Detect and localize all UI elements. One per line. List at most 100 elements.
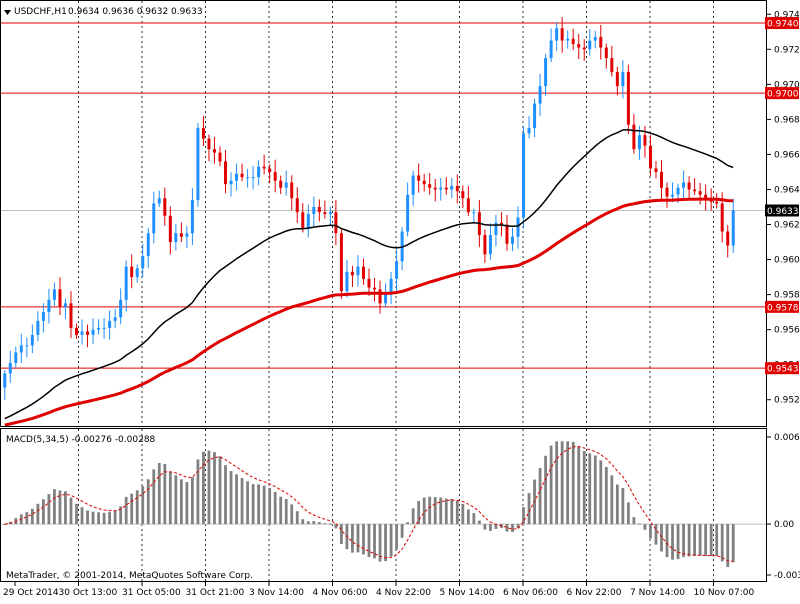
macd-y-tick-label: 0.00629 (774, 433, 800, 443)
macd-bar (168, 471, 172, 525)
macd-bar (317, 522, 321, 525)
candle (312, 196, 316, 227)
macd-bar (312, 521, 316, 525)
candle (433, 178, 437, 202)
y-tick-label: 0.9665 (774, 150, 800, 160)
candle (604, 43, 608, 69)
candle (179, 222, 183, 243)
candle-body (571, 38, 575, 45)
current-price-label: 0.9633 (767, 207, 799, 217)
candle (328, 206, 332, 225)
candle-body (58, 289, 62, 307)
candle (25, 337, 29, 358)
candle (229, 172, 233, 197)
candle (91, 318, 95, 344)
macd-bar (119, 506, 123, 525)
macd-bar (522, 507, 525, 525)
candle (582, 39, 586, 61)
candle-body (124, 266, 128, 300)
candle (450, 178, 454, 199)
y-tick-label: 0.9705 (774, 80, 800, 90)
candle-body (185, 233, 189, 237)
candle-body (295, 198, 299, 213)
macd-bar (213, 452, 216, 525)
macd-bar (610, 475, 614, 525)
candle (527, 116, 531, 139)
candle-body (698, 191, 702, 195)
macd-bar (113, 510, 117, 525)
macd-bar (328, 523, 332, 525)
candle-body (179, 233, 183, 237)
candle (119, 288, 123, 325)
candle-body (119, 299, 123, 318)
candle-body (19, 345, 23, 353)
ma-slow-line (4, 197, 734, 427)
candle (97, 319, 101, 335)
candle (367, 268, 371, 296)
macd-bar (235, 474, 238, 525)
candle-body (69, 303, 73, 328)
candle (472, 208, 476, 223)
candle (295, 187, 299, 223)
level-price-tag (765, 300, 799, 313)
candle (306, 204, 310, 238)
candle-body (174, 233, 178, 243)
candle-body (715, 201, 719, 204)
macd-bar (682, 524, 685, 557)
candle-body (190, 199, 194, 234)
macd-bar (224, 465, 227, 525)
macd-bar (709, 524, 713, 556)
macd-bar (483, 524, 487, 530)
macd-bar (152, 469, 156, 525)
candle (654, 161, 658, 179)
macd-bar (373, 524, 376, 559)
macd-bar (455, 500, 459, 525)
candle-body (157, 198, 161, 204)
candle-body (201, 128, 205, 139)
candle-body (367, 278, 371, 288)
candle-body (461, 191, 465, 199)
candle-body (593, 37, 597, 41)
candle (246, 168, 250, 188)
macd-bar (477, 520, 481, 525)
candle-body (163, 198, 167, 216)
candle (494, 215, 498, 247)
macd-bar (284, 499, 288, 525)
candle (499, 212, 503, 237)
candle-body (14, 352, 18, 363)
macd-bar (676, 524, 680, 560)
candle-body (604, 47, 608, 59)
candle-body (455, 185, 459, 192)
candle-body (235, 173, 239, 181)
candle-body (682, 182, 686, 188)
x-tick-label: 31 Oct 21:00 (186, 588, 245, 598)
macd-bar (621, 487, 625, 525)
candle-body (130, 266, 134, 278)
y-tick-label: 0.9565 (774, 326, 800, 336)
candle-body (108, 320, 112, 328)
candle-body (345, 271, 349, 292)
chevron-down-icon[interactable] (4, 10, 11, 15)
candle (317, 199, 321, 222)
y-tick-label: 0.9525 (774, 396, 800, 406)
candle-body (510, 236, 514, 244)
candle-body (566, 38, 570, 41)
candle-body (356, 266, 360, 276)
macd-bar (654, 524, 658, 545)
macd-bar (604, 466, 608, 525)
ma-fast-line (4, 129, 734, 420)
candle-body (687, 182, 691, 190)
candle (483, 229, 487, 263)
candle (69, 291, 73, 339)
x-tick-label: 4 Nov 22:00 (376, 588, 431, 598)
candle-body (30, 334, 34, 346)
candle-body (196, 128, 200, 200)
macd-bar (163, 463, 167, 525)
candle-body (726, 231, 730, 246)
candle (339, 229, 343, 299)
macd-bar (571, 441, 575, 525)
macd-bar (356, 524, 360, 553)
